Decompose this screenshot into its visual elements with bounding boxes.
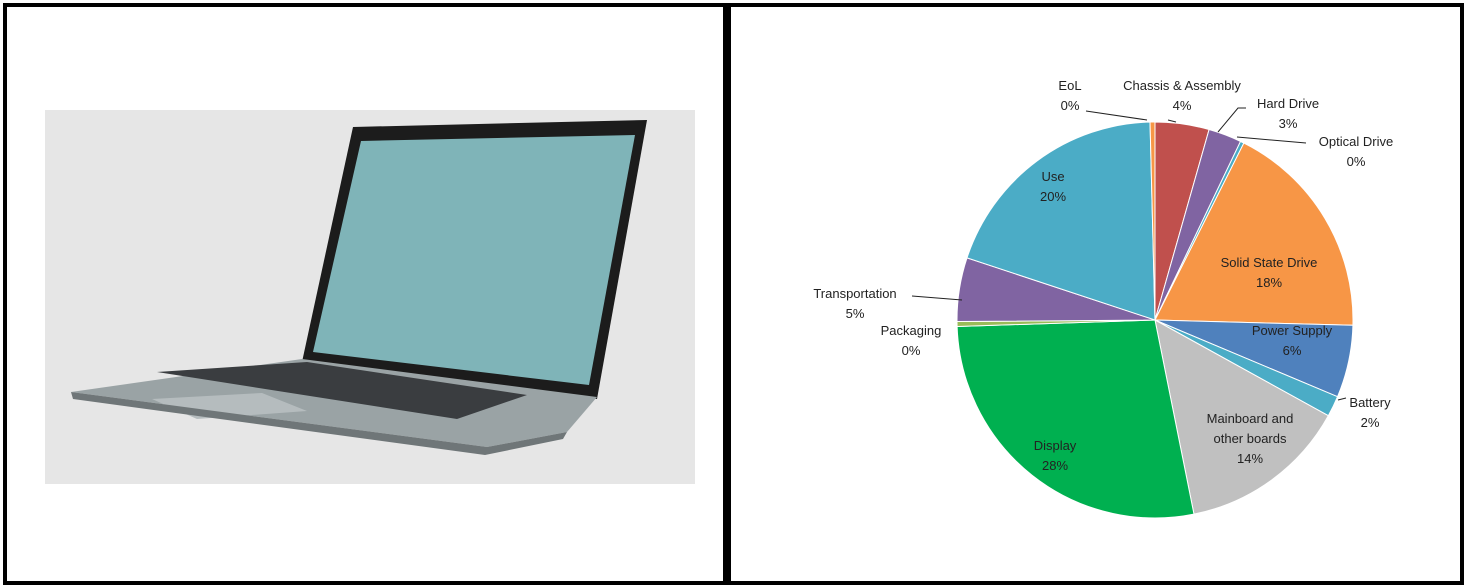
- slice-value: 0%: [1346, 154, 1366, 169]
- slice-value: 2%: [1360, 415, 1380, 430]
- slice-name: Optical Drive: [1318, 134, 1394, 149]
- leader-line: [1337, 397, 1347, 401]
- slice-value: 4%: [1172, 98, 1192, 113]
- slice-name: Hard Drive: [1256, 96, 1320, 111]
- pie-slice: [1154, 142, 1354, 326]
- leader-line: [1217, 107, 1246, 133]
- slice-value: 18%: [1255, 275, 1283, 290]
- slice-name: Transportation: [813, 286, 897, 301]
- slice-value: 5%: [845, 306, 865, 321]
- slice-value: 0%: [901, 343, 921, 358]
- leader-line: [1085, 110, 1148, 121]
- slice-label: Battery 2%: [1305, 393, 1435, 433]
- slice-value: 20%: [1039, 189, 1067, 204]
- leader-line: [1167, 119, 1177, 123]
- slice-name: Use: [1041, 169, 1065, 184]
- laptop-base: [71, 359, 597, 447]
- slice-label: Chassis & Assembly 4%: [1117, 76, 1247, 116]
- slice-value: 0%: [1060, 98, 1080, 113]
- slice-label: Packaging 0%: [846, 321, 976, 361]
- slice-name: Battery: [1349, 395, 1391, 410]
- slice-name: Mainboard and other boards: [1206, 411, 1294, 446]
- slice-label: Use 20%: [988, 167, 1118, 207]
- slice-name: Chassis & Assembly: [1123, 78, 1241, 93]
- slice-label: Display 28%: [990, 436, 1120, 476]
- laptop-keyboard: [157, 362, 527, 419]
- leader-line: [911, 295, 963, 301]
- slice-name: Solid State Drive: [1220, 255, 1318, 270]
- photo-panel: [3, 3, 727, 585]
- slice-name: Display: [1033, 438, 1077, 453]
- slice-label: Hard Drive 3%: [1223, 94, 1353, 134]
- laptop-photo: [45, 110, 695, 484]
- slice-value: 6%: [1282, 343, 1302, 358]
- slice-label: Power Supply 6%: [1227, 321, 1357, 361]
- slice-label: Optical Drive 0%: [1291, 132, 1421, 172]
- slice-label: Solid State Drive 18%: [1204, 253, 1334, 293]
- slice-value: 14%: [1236, 451, 1264, 466]
- slice-name: EoL: [1058, 78, 1082, 93]
- slice-value: 3%: [1278, 116, 1298, 131]
- slice-name: Power Supply: [1251, 323, 1333, 338]
- pie-slice: [1149, 121, 1156, 321]
- slice-label: Transportation 5%: [790, 284, 920, 324]
- slice-label: EoL 0%: [1005, 76, 1135, 116]
- leader-line: [1236, 136, 1307, 144]
- pie-slice: [956, 319, 1195, 519]
- slice-name: Packaging: [880, 323, 942, 338]
- slice-value: 28%: [1041, 458, 1069, 473]
- pie-slice: [1154, 319, 1329, 515]
- slice-label: Mainboard and other boards 14%: [1195, 409, 1305, 469]
- laptop-screen: [313, 135, 635, 385]
- pie-slice: [966, 121, 1156, 321]
